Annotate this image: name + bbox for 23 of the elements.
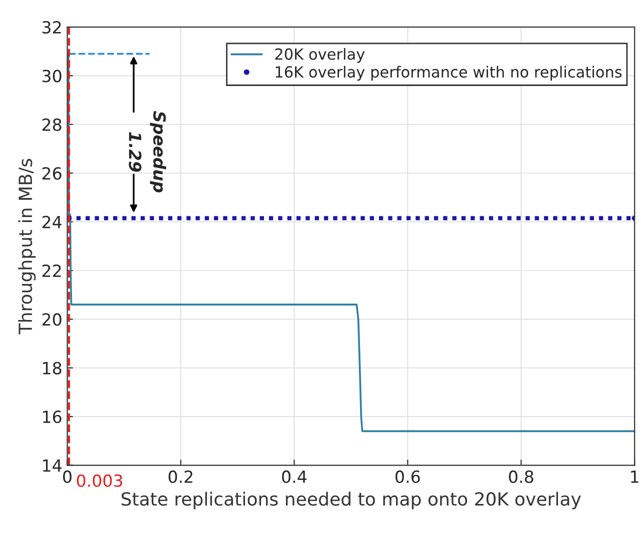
y-tick-label: 24 — [42, 216, 62, 228]
y-tick-label: 22 — [42, 264, 61, 277]
x-tick-label: 0.6 — [396, 470, 420, 484]
x-tick-label: 1 — [631, 470, 638, 483]
y-tick-label: 28 — [42, 118, 62, 131]
y-tick-label: 32 — [42, 21, 61, 34]
x-tick-label: 0 — [63, 470, 72, 484]
x-axis-title: State replications needed to map onto 20K overlay — [122, 492, 581, 510]
y-tick-label: 14 — [43, 459, 62, 472]
legend-label: 16K overlay performance with no replications — [276, 66, 622, 81]
annotation: 1.29 — [128, 132, 142, 172]
x-tick-label: 0.2 — [168, 470, 192, 484]
ref-line-label: 0.003 — [76, 474, 122, 487]
y-tick-label: 30 — [42, 70, 62, 82]
y-tick-label: 18 — [43, 362, 62, 374]
y-tick-label: 26 — [42, 167, 62, 180]
annotation: Speedup — [150, 111, 166, 192]
y-axis-title: Throughput in MB/s — [18, 158, 36, 334]
y-tick-label: 16 — [43, 410, 62, 424]
x-tick-label: 0.8 — [508, 470, 534, 484]
y-tick-label: 20 — [42, 313, 62, 326]
x-tick-label: 0.4 — [282, 470, 307, 484]
legend-label: 20K overlay — [275, 48, 365, 63]
